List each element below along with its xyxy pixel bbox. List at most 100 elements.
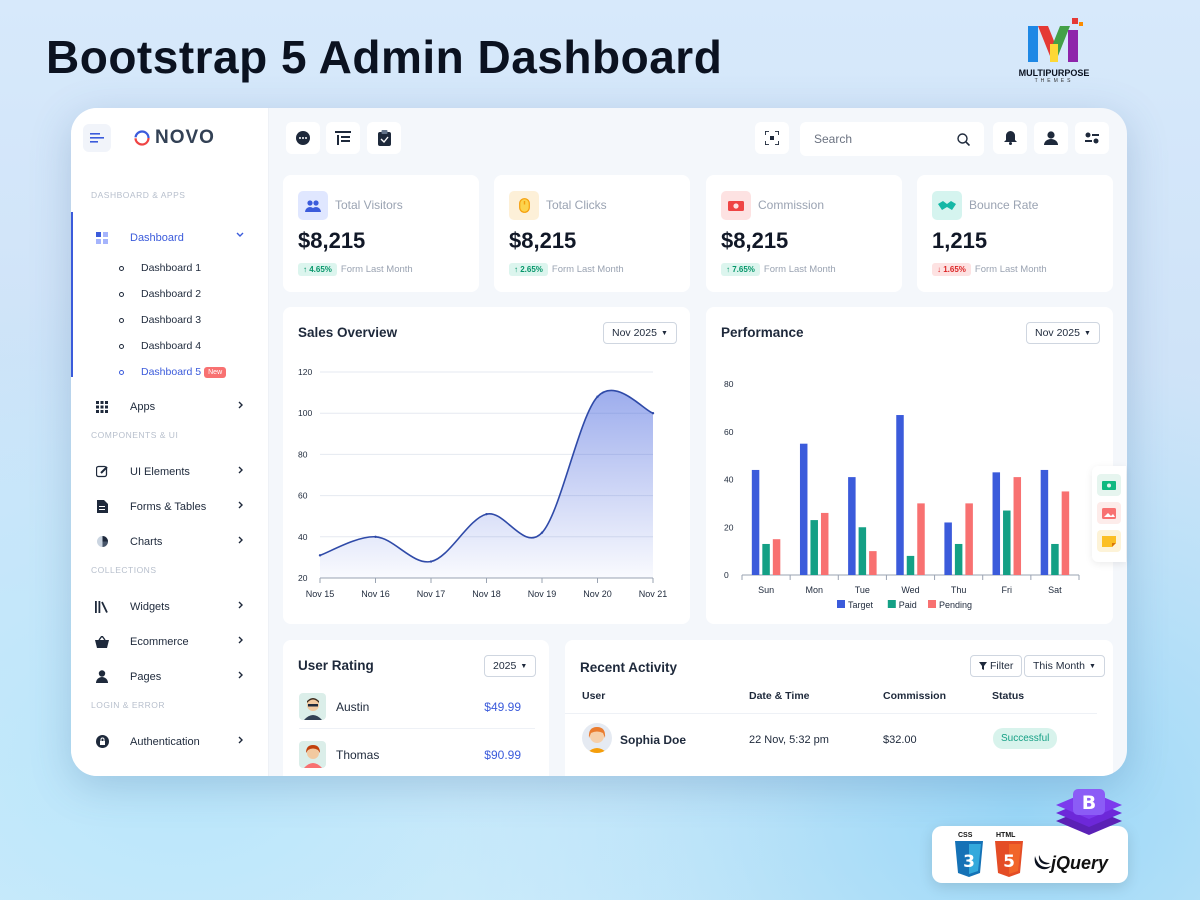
stat-card-total-clicks[interactable]: Total Clicks $8,215 ↑ 2.65% Form Last Mon… xyxy=(494,175,690,292)
notifications-button[interactable] xyxy=(993,122,1027,154)
layout-button[interactable] xyxy=(326,122,360,154)
sub-item-label: Dashboard 3 xyxy=(141,314,202,326)
bootstrap-logo: B xyxy=(1056,789,1122,835)
menu-toggle-button[interactable] xyxy=(83,124,111,152)
search-box[interactable]: Search xyxy=(800,122,984,156)
period-dropdown[interactable]: Nov 2025 ▼ xyxy=(603,322,677,344)
data-point xyxy=(429,560,433,563)
bullet-icon xyxy=(119,343,124,349)
bar-pending xyxy=(869,551,877,575)
stat-note: Form Last Month xyxy=(763,264,836,275)
filter-button[interactable]: Filter xyxy=(970,655,1023,677)
sidebar-item-ui-elements[interactable]: UI Elements xyxy=(71,454,268,489)
note-button[interactable] xyxy=(1097,530,1121,552)
cash-button[interactable] xyxy=(1097,474,1121,496)
legend-swatch xyxy=(887,600,896,608)
chat-button[interactable] xyxy=(286,122,320,154)
settings-button[interactable] xyxy=(1075,122,1109,154)
search-icon[interactable] xyxy=(957,132,970,146)
sidebar-item-label: Forms & Tables xyxy=(130,500,207,513)
caret-down-icon: ▼ xyxy=(520,662,528,670)
users-icon xyxy=(298,191,328,220)
stat-label: Bounce Rate xyxy=(969,198,1039,212)
sidebar-item-ecommerce[interactable]: Ecommerce xyxy=(71,624,268,659)
bar-pending xyxy=(1061,491,1070,575)
sidebar-sub-dashboard-2[interactable]: Dashboard 2 xyxy=(71,281,268,307)
bell-icon xyxy=(1003,131,1017,145)
stat-card-total-visitors[interactable]: Total Visitors $8,215 ↑ 4.65% Form Last M… xyxy=(283,175,479,292)
column-header: Commission xyxy=(883,690,947,702)
search-input[interactable]: Search xyxy=(814,132,853,146)
user-avatar-icon xyxy=(1044,131,1058,145)
range-dropdown[interactable]: This Month ▼ xyxy=(1024,655,1105,677)
chevron-right-icon xyxy=(238,466,243,474)
image-button[interactable] xyxy=(1097,502,1121,524)
card-title: Sales Overview xyxy=(298,325,398,340)
stat-label: Total Clicks xyxy=(546,198,607,212)
y-tick-label: 60 xyxy=(298,491,308,501)
chevron-right-icon xyxy=(238,671,243,679)
profile-button[interactable] xyxy=(1034,122,1068,154)
stat-card-bounce-rate[interactable]: Bounce Rate 1,215 ↓ 1.65% Form Last Month xyxy=(917,175,1113,292)
sidebar-item-authentication[interactable]: Authentication xyxy=(71,724,268,759)
x-tick-label: Nov 21 xyxy=(639,589,668,599)
list-item[interactable]: Austin $49.99 xyxy=(299,685,535,729)
user-icon xyxy=(95,670,109,684)
sidebar-item-dashboard[interactable]: Dashboard xyxy=(71,220,268,255)
clipboard-button[interactable] xyxy=(367,122,401,154)
bullet-icon xyxy=(119,265,124,271)
sidebar-item-forms-tables[interactable]: Forms & Tables xyxy=(71,489,268,524)
legend-swatch xyxy=(837,600,845,608)
bar-target xyxy=(799,443,808,575)
bar-target xyxy=(992,472,1001,575)
image-icon xyxy=(1102,507,1116,519)
period-dropdown[interactable]: Nov 2025 ▼ xyxy=(1026,322,1100,344)
y-tick-label: 20 xyxy=(724,522,734,532)
legend-label: Paid xyxy=(899,600,917,610)
sidebar-item-widgets[interactable]: Widgets xyxy=(71,589,268,624)
data-point xyxy=(318,554,322,557)
data-point xyxy=(596,395,599,398)
chat-bubble-icon xyxy=(296,131,310,145)
sidebar-item-label: Pages xyxy=(130,670,162,683)
status-badge: Successful xyxy=(993,728,1058,749)
sidebar-item-pages[interactable]: Pages xyxy=(71,659,268,694)
sidebar-sub-dashboard-4[interactable]: Dashboard 4 xyxy=(71,333,268,359)
bar-paid xyxy=(1051,543,1059,575)
app-logo[interactable]: NOVO xyxy=(133,127,215,149)
sidebar-sub-dashboard-1[interactable]: Dashboard 1 xyxy=(71,255,268,281)
novo-logo-icon xyxy=(134,130,150,146)
x-tick-label: Nov 18 xyxy=(472,589,501,599)
year-dropdown[interactable]: 2025 ▼ xyxy=(484,655,537,677)
jquery-swirl-icon xyxy=(1034,855,1051,870)
sidebar-sub-dashboard-3[interactable]: Dashboard 3 xyxy=(71,307,268,333)
sidebar-item-charts[interactable]: Charts xyxy=(71,524,268,559)
chevron-right-icon xyxy=(238,401,243,409)
dropdown-value: This Month xyxy=(1033,660,1085,672)
x-tick-label: Wed xyxy=(901,585,919,595)
grid-icon xyxy=(95,231,109,245)
list-item[interactable]: Thomas $90.99 xyxy=(299,733,535,776)
x-tick-label: Nov 20 xyxy=(583,589,612,599)
bar-pending xyxy=(1013,477,1022,575)
stat-value: $8,215 xyxy=(721,228,789,253)
chevron-down-icon xyxy=(236,232,244,237)
stat-value: 1,215 xyxy=(932,228,988,253)
x-tick-label: Mon xyxy=(805,585,823,595)
handshake-icon xyxy=(932,191,962,220)
sidebar-sub-dashboard-5[interactable]: Dashboard 5 New xyxy=(71,359,268,385)
section-label: COMPONENTS & UI xyxy=(91,430,179,440)
bar-pending xyxy=(820,512,829,575)
fullscreen-button[interactable] xyxy=(755,122,789,154)
user-price: $90.99 xyxy=(484,747,521,762)
x-tick-label: Nov 17 xyxy=(417,589,446,599)
avatar xyxy=(299,693,326,720)
stat-card-commission[interactable]: Commission $8,215 ↑ 7.65% Form Last Month xyxy=(706,175,902,292)
x-tick-label: Sun xyxy=(758,585,774,595)
svg-text:5: 5 xyxy=(1003,852,1015,872)
x-tick-label: Nov 16 xyxy=(361,589,390,599)
stat-label: Commission xyxy=(758,198,825,212)
sales-area-chart: 20 40 60 80 100 120 Nov 15 Nov 16 Nov 17 Nov 18 No… xyxy=(298,367,668,599)
sidebar-item-apps[interactable]: Apps xyxy=(71,389,268,424)
chevron-right-icon xyxy=(238,636,243,644)
